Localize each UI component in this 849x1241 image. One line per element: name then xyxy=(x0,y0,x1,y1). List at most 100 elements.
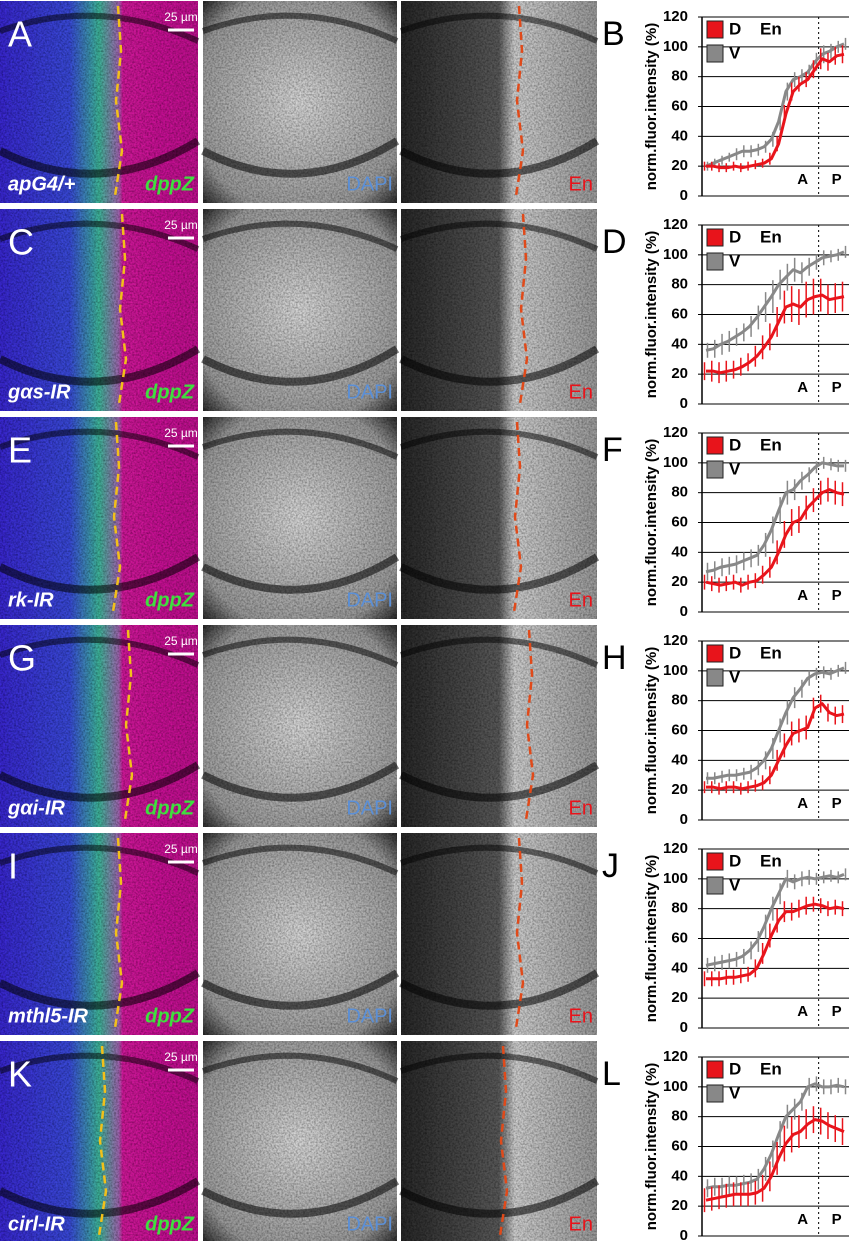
legend-title: En xyxy=(760,851,782,870)
y-axis-label: norm.fluor.intensity (%) xyxy=(643,23,660,191)
tissue-fold xyxy=(201,137,400,178)
scale-bar-label: 25 µm xyxy=(164,842,198,856)
panel-label: I xyxy=(8,846,18,887)
scale-bar-label: 25 µm xyxy=(164,10,198,24)
series-line xyxy=(706,702,845,791)
y-tick-label: 20 xyxy=(671,573,688,590)
micrograph xyxy=(401,417,597,619)
panel-label: C xyxy=(8,222,34,263)
y-tick-label: 120 xyxy=(663,1048,688,1065)
y-tick-label: 100 xyxy=(663,1078,688,1095)
legend-title: En xyxy=(760,435,782,454)
micrograph xyxy=(0,625,198,827)
channel-label: dppZ xyxy=(145,1213,195,1235)
boundary-line xyxy=(113,837,124,1029)
legend-title: En xyxy=(760,19,782,38)
panel-label: E xyxy=(8,430,32,471)
micrograph xyxy=(401,833,597,1035)
tissue-fold xyxy=(201,761,400,802)
legend-swatch xyxy=(706,20,724,39)
micrograph xyxy=(401,1,597,203)
series-line xyxy=(705,872,845,967)
y-tick-label: 20 xyxy=(671,1197,688,1214)
channel-label: dppZ xyxy=(145,173,195,195)
legend-swatch xyxy=(706,44,724,63)
genotype-label: rk-IR xyxy=(8,589,54,611)
tissue-fold xyxy=(399,428,599,460)
boundary-line xyxy=(97,1045,108,1237)
y-tick-label: 0 xyxy=(680,603,688,620)
tissue-fold xyxy=(399,220,599,252)
legend-title: En xyxy=(760,1059,782,1078)
scale-bar-label: 25 µm xyxy=(164,634,198,648)
legend-label: D xyxy=(729,851,741,870)
micrograph xyxy=(401,209,597,411)
boundary-line xyxy=(498,1045,509,1237)
legend-label: D xyxy=(729,19,741,38)
y-tick-label: 120 xyxy=(663,216,688,233)
channel-label: DAPI xyxy=(346,173,393,195)
y-tick-label: 100 xyxy=(663,870,688,887)
y-tick-label: 120 xyxy=(663,8,688,25)
y-tick-label: 60 xyxy=(671,721,688,738)
genotype-label: cirl-IR xyxy=(8,1213,65,1235)
boundary-line xyxy=(518,213,529,405)
legend-label: V xyxy=(729,43,741,62)
y-tick-label: 80 xyxy=(671,1108,688,1125)
channel-label: En xyxy=(569,381,593,403)
tissue-fold xyxy=(399,1177,600,1218)
tissue-fold xyxy=(201,345,400,386)
y-tick-label: 20 xyxy=(671,781,688,798)
legend-title: En xyxy=(760,227,782,246)
channel-label: En xyxy=(569,797,593,819)
series-line xyxy=(706,52,845,170)
channel-label: dppZ xyxy=(145,589,195,611)
tissue-fold xyxy=(0,345,201,386)
annotation: A xyxy=(797,171,808,188)
channel-label: dppZ xyxy=(145,381,195,403)
channel-label: DAPI xyxy=(346,589,393,611)
legend-swatch xyxy=(706,460,724,479)
y-tick-label: 80 xyxy=(671,276,688,293)
micrograph xyxy=(203,625,397,827)
y-axis-label: norm.fluor.intensity (%) xyxy=(643,231,660,399)
series-line xyxy=(706,902,845,981)
annotation: P xyxy=(832,171,842,188)
y-tick-label: 60 xyxy=(671,513,688,530)
tissue-fold xyxy=(201,428,399,460)
scale-bar-label: 25 µm xyxy=(164,1050,198,1064)
legend-label: D xyxy=(729,643,741,662)
tissue-fold xyxy=(399,12,599,44)
panel-label: G xyxy=(8,638,36,679)
annotation: P xyxy=(832,1003,842,1020)
annotation: A xyxy=(797,379,808,396)
y-tick-label: 60 xyxy=(671,305,688,322)
boundary-line xyxy=(512,421,523,613)
tissue-fold xyxy=(399,1052,599,1084)
tissue-fold xyxy=(0,137,201,178)
legend-swatch xyxy=(706,852,724,871)
panel-label: L xyxy=(602,1055,621,1093)
legend-swatch xyxy=(706,1084,724,1103)
y-tick-label: 100 xyxy=(663,246,688,263)
micrograph xyxy=(203,833,397,1035)
genotype-label: gαi-IR xyxy=(7,797,65,819)
legend-label: V xyxy=(729,667,741,686)
y-axis-label: norm.fluor.intensity (%) xyxy=(643,855,660,1023)
legend-swatch xyxy=(706,644,724,663)
tissue-fold xyxy=(201,844,399,876)
legend-label: V xyxy=(729,875,741,894)
y-axis-label: norm.fluor.intensity (%) xyxy=(643,647,660,815)
micrograph xyxy=(203,209,397,411)
legend-label: V xyxy=(729,459,741,478)
tissue-fold xyxy=(201,969,400,1010)
y-tick-label: 0 xyxy=(680,1019,688,1036)
channel-label: dppZ xyxy=(145,1005,195,1027)
tissue-fold xyxy=(0,1177,201,1218)
annotation: A xyxy=(797,795,808,812)
channel-label: DAPI xyxy=(346,797,393,819)
panel-label: D xyxy=(602,223,627,261)
legend-swatch xyxy=(706,668,724,687)
tissue-fold xyxy=(201,1177,400,1218)
tissue-fold xyxy=(0,969,201,1010)
